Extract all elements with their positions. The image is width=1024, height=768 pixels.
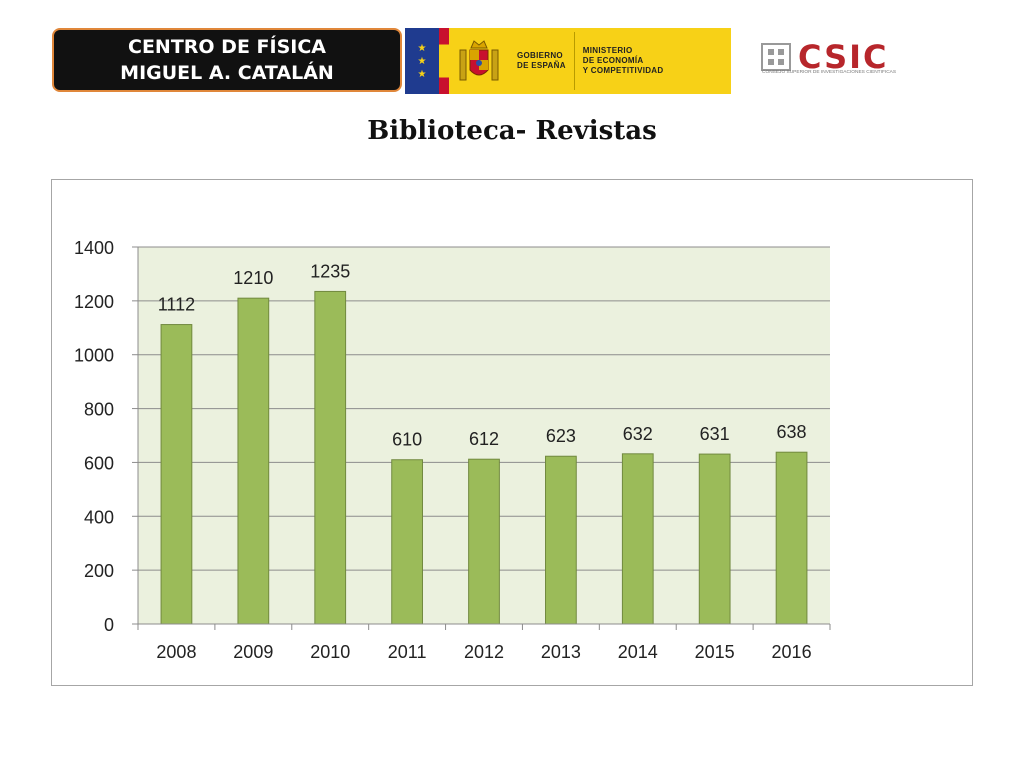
y-tick-label: 1000	[74, 346, 114, 366]
logo-divider	[573, 32, 575, 90]
institution-badge: CENTRO DE FÍSICA MIGUEL A. CATALÁN	[52, 28, 402, 92]
y-tick-label: 600	[84, 453, 114, 473]
ministry-line2: DE ECONOMÍA	[582, 56, 644, 65]
bar-2015	[698, 453, 731, 625]
bar-2009	[237, 297, 270, 625]
x-tick-label: 2014	[618, 642, 658, 662]
x-tick-label: 2011	[388, 642, 427, 662]
ministry-line1: MINISTERIO	[582, 46, 633, 55]
csic-wordmark: CSIC	[798, 38, 889, 76]
bar-2014	[621, 453, 654, 625]
x-tick-label: 2009	[233, 642, 273, 662]
bar-2016	[775, 451, 808, 625]
spain-flag-icon	[439, 28, 449, 94]
y-tick-label: 0	[104, 615, 114, 635]
data-label-2014: 632	[623, 424, 653, 444]
x-tick-label: 2013	[541, 642, 581, 662]
page-title: Biblioteca- Revistas	[367, 116, 657, 146]
gov-line2: DE ESPAÑA	[517, 61, 566, 70]
x-tick-label: 2015	[695, 642, 735, 662]
bar-2013	[545, 455, 577, 625]
data-label-2010: 1235	[310, 261, 350, 281]
y-tick-label: 400	[84, 507, 114, 527]
bar-2008	[160, 324, 193, 625]
data-label-2013: 623	[546, 426, 576, 446]
y-tick-label: 800	[84, 400, 114, 420]
bar-2010	[314, 290, 347, 625]
institution-name-line1: CENTRO DE FÍSICA	[128, 36, 326, 58]
data-label-2015: 631	[700, 424, 730, 444]
csic-emblem-icon	[761, 43, 791, 71]
data-label-2009: 1210	[233, 268, 273, 288]
data-label-2011: 610	[392, 430, 422, 450]
y-tick-label: 1200	[74, 292, 114, 312]
x-tick-label: 2016	[772, 642, 812, 662]
gov-line1: GOBIERNO	[517, 51, 563, 60]
y-tick-label: 1400	[74, 238, 114, 258]
gobierno-text: GOBIERNO DE ESPAÑA	[509, 28, 574, 94]
data-label-2012: 612	[469, 429, 499, 449]
csic-logo: CSIC CONSEJO SUPERIOR DE INVESTIGACIONES…	[760, 38, 940, 82]
x-tick-label: 2008	[156, 642, 196, 662]
bar-chart: 0 200 400 600 800 1000 1200 1400 1112 2008 1210 200…	[74, 238, 831, 662]
eu-flag-icon: ★ ★ ★	[405, 28, 439, 94]
government-logo: ★ ★ ★ GOBIERNO DE ESPAÑA MINISTERIO DE ECO…	[405, 28, 731, 94]
y-tick-label: 200	[84, 561, 114, 581]
ministry-line3: Y COMPETITIVIDAD	[582, 66, 664, 75]
x-tick-label: 2010	[310, 642, 350, 662]
bar-2011	[391, 459, 423, 625]
x-tick-label: 2012	[464, 642, 504, 662]
csic-subtitle: CONSEJO SUPERIOR DE INVESTIGACIONES CIEN…	[762, 70, 897, 75]
bar-2012	[468, 458, 500, 625]
ministry-text: MINISTERIO DE ECONOMÍA Y COMPETITIVIDAD	[575, 28, 672, 94]
data-label-2016: 638	[777, 422, 807, 442]
chart-frame: 0 200 400 600 800 1000 1200 1400 1112 2008 1210 200…	[51, 179, 973, 686]
institution-name-line2: MIGUEL A. CATALÁN	[120, 62, 334, 84]
coat-of-arms-icon	[449, 28, 509, 94]
data-label-2008: 1112	[158, 295, 195, 315]
